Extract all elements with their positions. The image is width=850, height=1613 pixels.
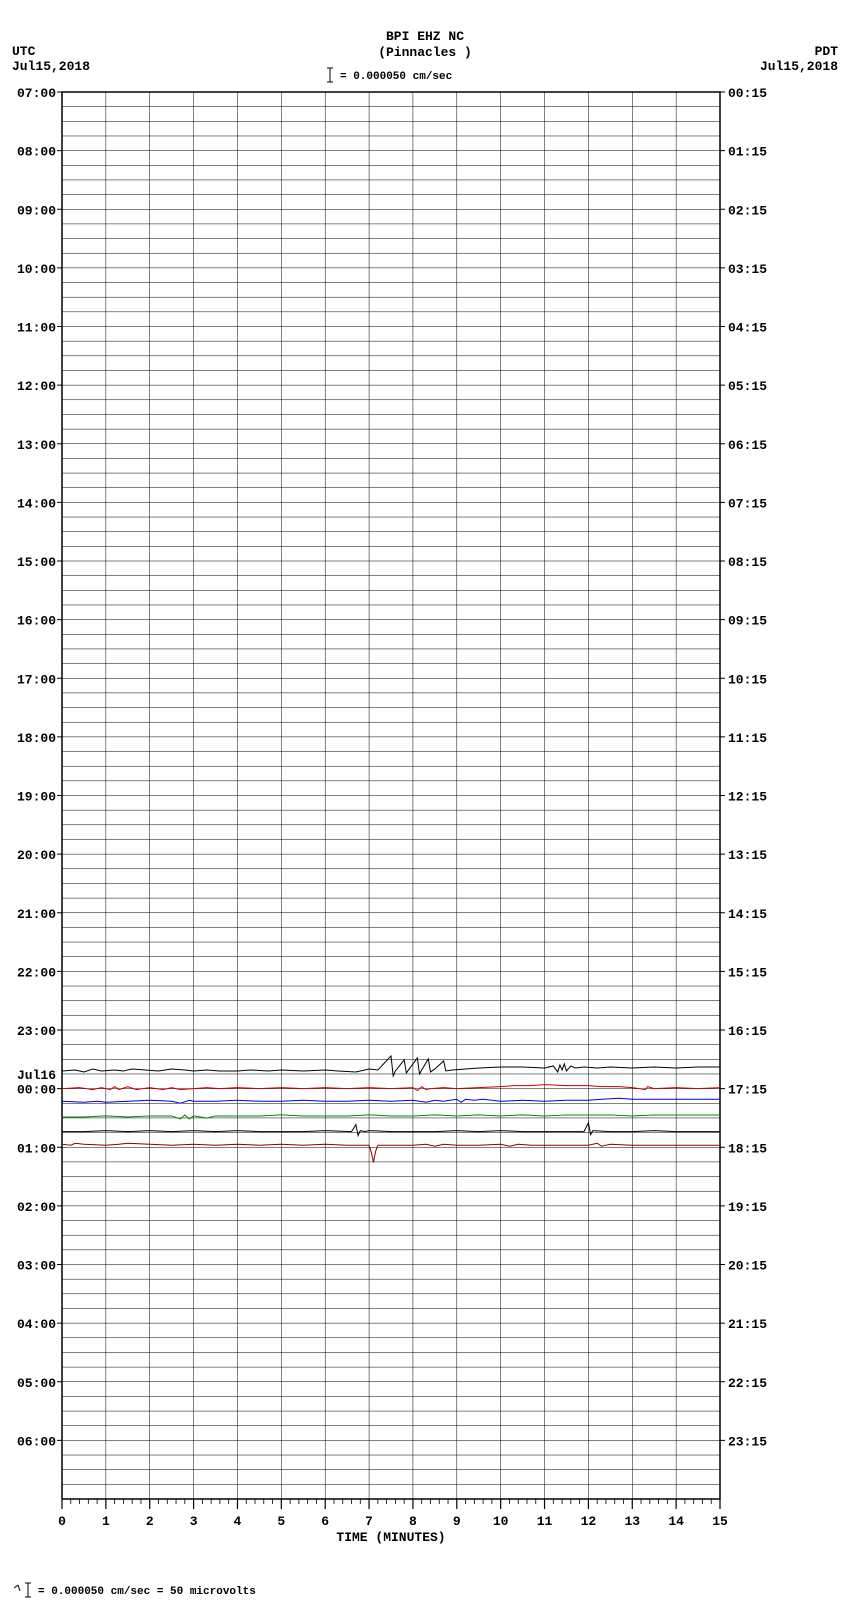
left-tz: UTC: [12, 44, 36, 59]
scale-label: = 0.000050 cm/sec: [340, 71, 452, 83]
left-tick-label: 20:00: [17, 848, 56, 863]
right-tick-label: 22:15: [728, 1376, 767, 1391]
left-tick-label: Jul16: [17, 1068, 56, 1083]
right-tick-label: 08:15: [728, 555, 767, 570]
x-tick-label: 11: [537, 1514, 553, 1529]
left-tick-label: 22:00: [17, 965, 56, 980]
location-title: (Pinnacles ): [378, 45, 472, 60]
left-tick-label: 02:00: [17, 1200, 56, 1215]
left-tick-label: 14:00: [17, 496, 56, 511]
left-tick-label: 16:00: [17, 614, 56, 629]
right-tick-label: 05:15: [728, 379, 767, 394]
right-tick-label: 07:15: [728, 496, 767, 511]
x-tick-label: 5: [277, 1514, 285, 1529]
right-tick-label: 02:15: [728, 203, 767, 218]
x-tick-label: 9: [453, 1514, 461, 1529]
left-tick-label: 11:00: [17, 321, 56, 336]
right-tick-label: 13:15: [728, 848, 767, 863]
left-tick-label: 15:00: [17, 555, 56, 570]
right-tz: PDT: [815, 44, 839, 59]
x-tick-label: 1: [102, 1514, 110, 1529]
right-tick-label: 16:15: [728, 1024, 767, 1039]
left-tick-label: 06:00: [17, 1434, 56, 1449]
right-tick-label: 23:15: [728, 1434, 767, 1449]
x-tick-label: 7: [365, 1514, 373, 1529]
left-tick-label: 21:00: [17, 907, 56, 922]
x-tick-label: 4: [234, 1514, 242, 1529]
right-tick-label: 06:15: [728, 438, 767, 453]
x-tick-label: 8: [409, 1514, 417, 1529]
x-tick-label: 2: [146, 1514, 154, 1529]
left-tick-label: 10:00: [17, 262, 56, 277]
right-tick-label: 10:15: [728, 672, 767, 687]
right-tick-label: 18:15: [728, 1141, 767, 1156]
x-tick-label: 15: [712, 1514, 728, 1529]
x-axis-label: TIME (MINUTES): [336, 1530, 445, 1545]
right-tick-label: 11:15: [728, 731, 767, 746]
right-tick-label: 04:15: [728, 321, 767, 336]
left-tick-label: 00:00: [17, 1083, 56, 1098]
x-tick-label: 12: [581, 1514, 597, 1529]
left-tick-label: 05:00: [17, 1376, 56, 1391]
x-tick-label: 0: [58, 1514, 66, 1529]
left-tick-label: 01:00: [17, 1141, 56, 1156]
station-title: BPI EHZ NC: [386, 29, 464, 44]
left-tick-label: 13:00: [17, 438, 56, 453]
left-tick-label: 08:00: [17, 145, 56, 160]
footer-text: = 0.000050 cm/sec = 50 microvolts: [38, 1586, 256, 1598]
right-tick-label: 09:15: [728, 614, 767, 629]
left-tick-label: 12:00: [17, 379, 56, 394]
left-tick-label: 19:00: [17, 790, 56, 805]
right-tick-label: 21:15: [728, 1317, 767, 1332]
left-tick-label: 18:00: [17, 731, 56, 746]
x-tick-label: 13: [624, 1514, 640, 1529]
x-tick-label: 14: [668, 1514, 684, 1529]
seismogram-container: BPI EHZ NC(Pinnacles ) = 0.000050 cm/sec U…: [0, 0, 850, 1613]
right-tick-label: 01:15: [728, 145, 767, 160]
right-tick-label: 03:15: [728, 262, 767, 277]
left-tick-label: 17:00: [17, 672, 56, 687]
right-tick-label: 15:15: [728, 965, 767, 980]
left-tick-label: 03:00: [17, 1259, 56, 1274]
right-tick-label: 17:15: [728, 1083, 767, 1098]
right-date: Jul15,2018: [760, 59, 838, 74]
seismogram-chart: BPI EHZ NC(Pinnacles ) = 0.000050 cm/sec U…: [0, 0, 850, 1613]
right-tick-label: 19:15: [728, 1200, 767, 1215]
x-tick-label: 3: [190, 1514, 198, 1529]
left-tick-label: 09:00: [17, 203, 56, 218]
right-tick-label: 00:15: [728, 86, 767, 101]
right-tick-label: 14:15: [728, 907, 767, 922]
right-tick-label: 20:15: [728, 1259, 767, 1274]
x-tick-label: 10: [493, 1514, 509, 1529]
left-tick-label: 23:00: [17, 1024, 56, 1039]
left-date: Jul15,2018: [12, 59, 90, 74]
left-tick-label: 07:00: [17, 86, 56, 101]
right-tick-label: 12:15: [728, 790, 767, 805]
left-tick-label: 04:00: [17, 1317, 56, 1332]
x-tick-label: 6: [321, 1514, 329, 1529]
